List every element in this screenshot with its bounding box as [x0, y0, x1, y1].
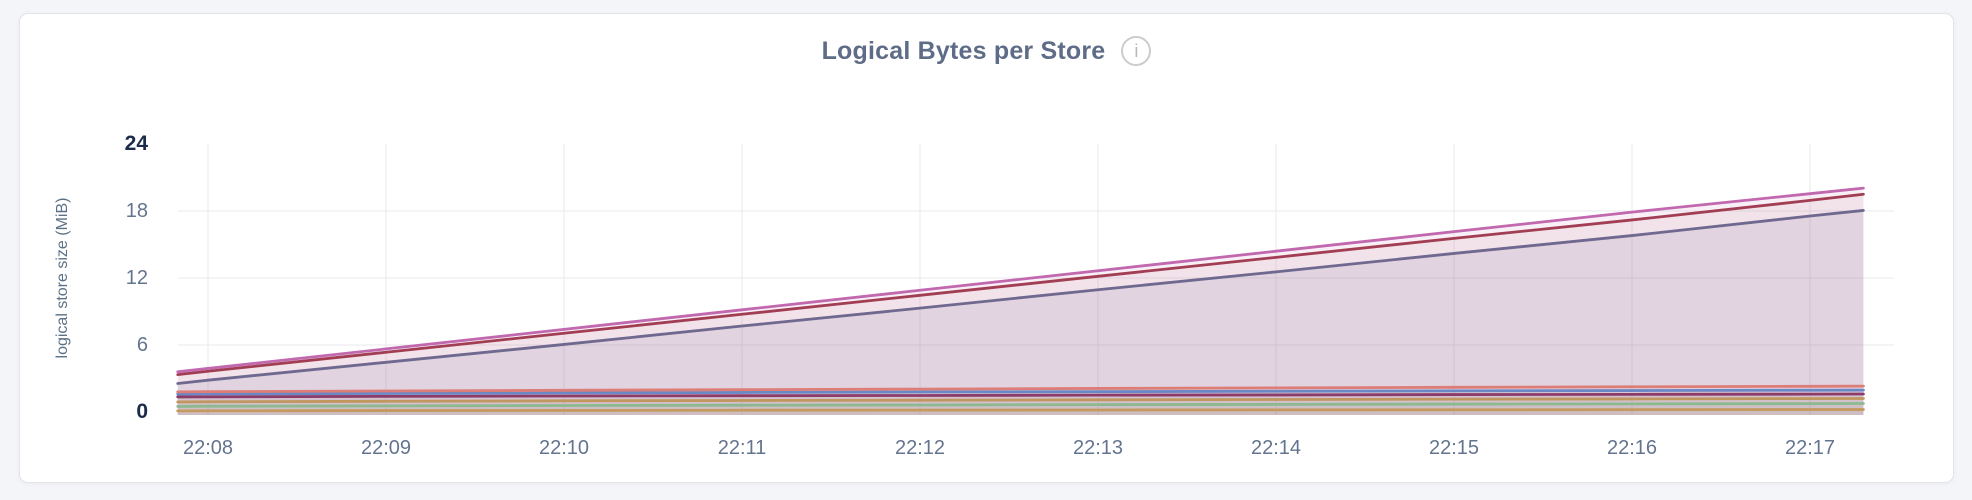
series-line [176, 388, 1865, 396]
y-tick-label: 24 [124, 132, 148, 155]
x-tick-label: 22:10 [538, 437, 590, 459]
series-lines [176, 186, 1865, 413]
info-icon[interactable]: i [1121, 36, 1152, 66]
series-line [176, 392, 1865, 399]
x-tick-label: 22:17 [1784, 437, 1836, 459]
y-tick-label: 6 [136, 334, 148, 356]
series-line [176, 402, 1865, 408]
series-line [176, 408, 1865, 413]
x-tick-label: 22:15 [1428, 437, 1480, 459]
series-area [177, 210, 1864, 415]
series-line [176, 192, 1865, 376]
x-tick-label: 22:12 [894, 437, 946, 459]
x-tick-label: 22:16 [1606, 437, 1658, 459]
series-area [177, 194, 1864, 415]
y-tick-label: 12 [125, 267, 148, 289]
x-tick-label: 22:14 [1250, 437, 1302, 459]
series-line [176, 397, 1865, 404]
chart-panel: Logical Bytes per Store i logical store … [19, 13, 1954, 483]
y-tick-label: 18 [125, 200, 148, 222]
series-area [177, 188, 1864, 415]
series-line [176, 209, 1865, 385]
chart-plot-area[interactable] [20, 14, 1955, 484]
x-tick-label: 22:11 [717, 437, 767, 459]
x-tick-label: 22:09 [360, 437, 412, 459]
series-line [176, 384, 1865, 394]
x-tick-label: 22:08 [182, 437, 234, 459]
x-tick-label: 22:13 [1072, 437, 1124, 459]
y-tick-label: 0 [136, 400, 148, 423]
series-line [176, 186, 1865, 374]
